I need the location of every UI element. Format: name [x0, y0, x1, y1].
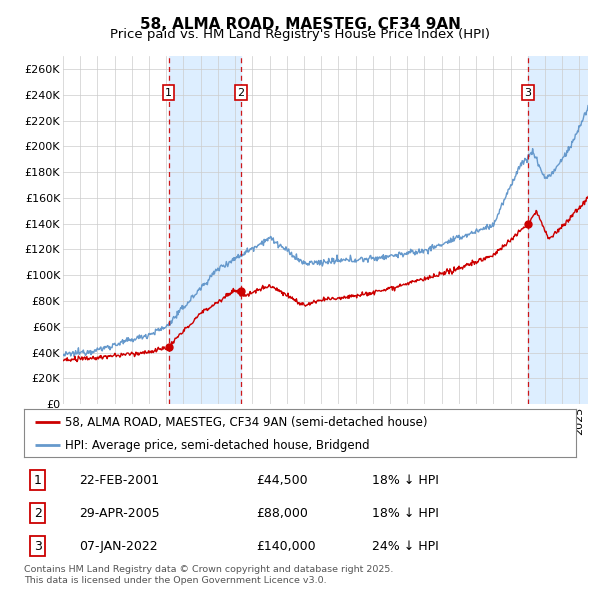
- Text: 1: 1: [34, 474, 42, 487]
- Text: 3: 3: [524, 87, 532, 97]
- Text: Price paid vs. HM Land Registry's House Price Index (HPI): Price paid vs. HM Land Registry's House …: [110, 28, 490, 41]
- Text: 07-JAN-2022: 07-JAN-2022: [79, 540, 158, 553]
- Text: £44,500: £44,500: [256, 474, 307, 487]
- Text: HPI: Average price, semi-detached house, Bridgend: HPI: Average price, semi-detached house,…: [65, 438, 370, 452]
- Bar: [528, 56, 588, 404]
- Text: £88,000: £88,000: [256, 507, 308, 520]
- Text: 18% ↓ HPI: 18% ↓ HPI: [372, 474, 439, 487]
- Text: 1: 1: [165, 87, 172, 97]
- Text: Contains HM Land Registry data © Crown copyright and database right 2025.
This d: Contains HM Land Registry data © Crown c…: [24, 565, 394, 585]
- Text: 24% ↓ HPI: 24% ↓ HPI: [372, 540, 439, 553]
- Text: 3: 3: [34, 540, 42, 553]
- Text: 2: 2: [34, 507, 42, 520]
- Text: 58, ALMA ROAD, MAESTEG, CF34 9AN: 58, ALMA ROAD, MAESTEG, CF34 9AN: [140, 17, 460, 31]
- Text: 18% ↓ HPI: 18% ↓ HPI: [372, 507, 439, 520]
- Bar: [169, 56, 241, 404]
- Text: 22-FEB-2001: 22-FEB-2001: [79, 474, 160, 487]
- Text: 2: 2: [237, 87, 244, 97]
- Text: 58, ALMA ROAD, MAESTEG, CF34 9AN (semi-detached house): 58, ALMA ROAD, MAESTEG, CF34 9AN (semi-d…: [65, 416, 428, 429]
- Text: £140,000: £140,000: [256, 540, 316, 553]
- Text: 29-APR-2005: 29-APR-2005: [79, 507, 160, 520]
